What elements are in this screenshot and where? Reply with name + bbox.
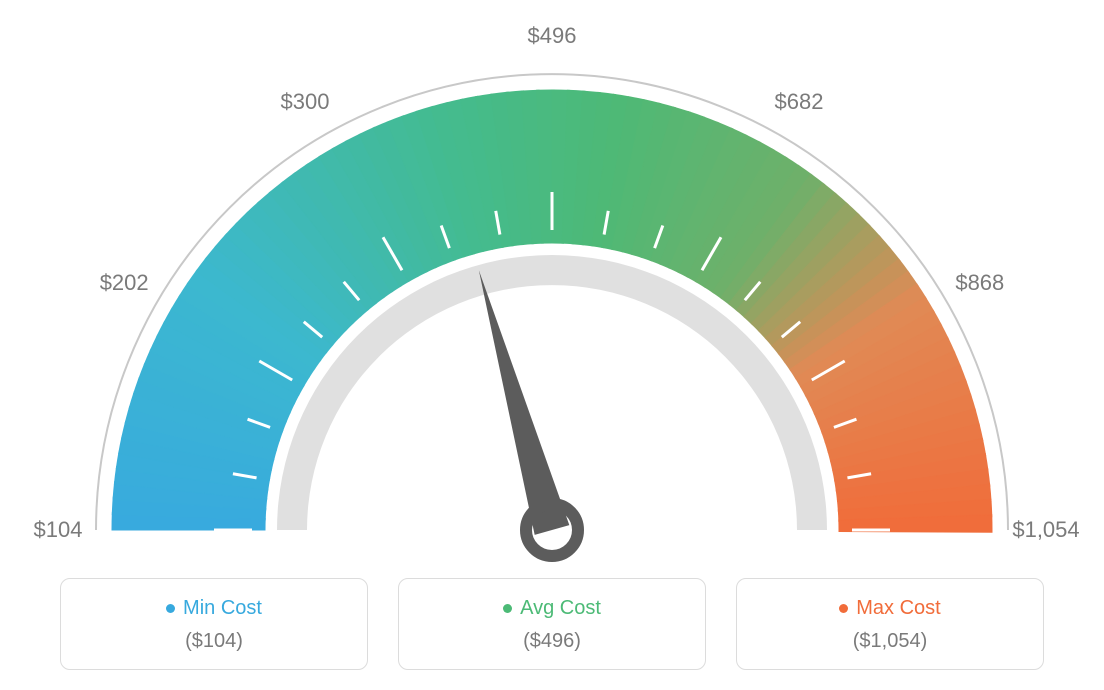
legend-title-max: Max Cost — [839, 597, 940, 620]
gauge-svg — [0, 0, 1104, 570]
legend-card-max: Max Cost ($1,054) — [736, 578, 1044, 670]
dot-icon — [166, 604, 175, 613]
gauge-tick-label: $202 — [100, 270, 149, 296]
gauge-tick-label: $868 — [955, 270, 1004, 296]
legend-title-min: Min Cost — [166, 597, 262, 620]
legend-label: Avg Cost — [520, 597, 601, 620]
legend-card-min: Min Cost ($104) — [60, 578, 368, 670]
gauge-tick-label: $1,054 — [1012, 517, 1079, 543]
legend-label: Min Cost — [183, 597, 262, 620]
gauge-tick-label: $300 — [281, 89, 330, 115]
gauge-area: $104 $202 $300 $496 $682 $868 $1,054 — [0, 0, 1104, 570]
legend-title-avg: Avg Cost — [503, 597, 601, 620]
dot-icon — [503, 604, 512, 613]
legend-value: ($1,054) — [747, 630, 1033, 653]
dot-icon — [839, 604, 848, 613]
legend-label: Max Cost — [856, 597, 940, 620]
legend-value: ($496) — [409, 630, 695, 653]
legend-card-avg: Avg Cost ($496) — [398, 578, 706, 670]
gauge-tick-label: $682 — [775, 89, 824, 115]
gauge-chart-container: $104 $202 $300 $496 $682 $868 $1,054 Min Cost … — [0, 0, 1104, 690]
legend-row: Min Cost ($104) Avg Cost ($496) Max Cost… — [60, 578, 1044, 670]
gauge-tick-label: $104 — [34, 517, 83, 543]
legend-value: ($104) — [71, 630, 357, 653]
gauge-tick-label: $496 — [528, 23, 577, 49]
